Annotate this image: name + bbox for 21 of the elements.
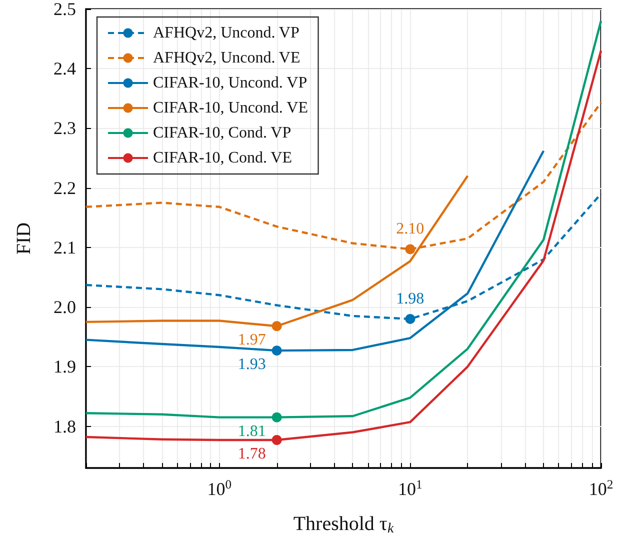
y-tick-label: 2.4 [54,58,76,79]
legend-label: CIFAR-10, Cond. VE [153,150,292,166]
legend-label: CIFAR-10, Uncond. VP [153,74,308,92]
legend-label: AFHQv2, Uncond. VE [153,50,300,66]
y-axis-title: FID [13,222,35,255]
legend-label: AFHQv2, Uncond. VP [153,24,300,42]
data-label: 1.78 [238,445,266,462]
y-tick-label: 2.2 [54,178,76,198]
y-tick-label: 2.3 [54,118,76,138]
data-label: 1.81 [238,422,266,440]
y-tick-label: 2.5 [54,0,76,19]
y-tick-label: 1.9 [54,356,76,377]
y-tick-label: 2.1 [54,237,76,258]
y-tick-label: 2.0 [54,297,76,318]
data-label: 1.93 [238,356,266,374]
legend-label: CIFAR-10, Cond. VP [153,124,292,142]
y-tick-label: 1.8 [54,416,76,436]
data-label: 1.97 [238,332,266,349]
data-label: 1.98 [396,290,424,308]
data-label: 2.10 [396,220,424,238]
legend-label: CIFAR-10, Uncond. VE [153,100,308,116]
